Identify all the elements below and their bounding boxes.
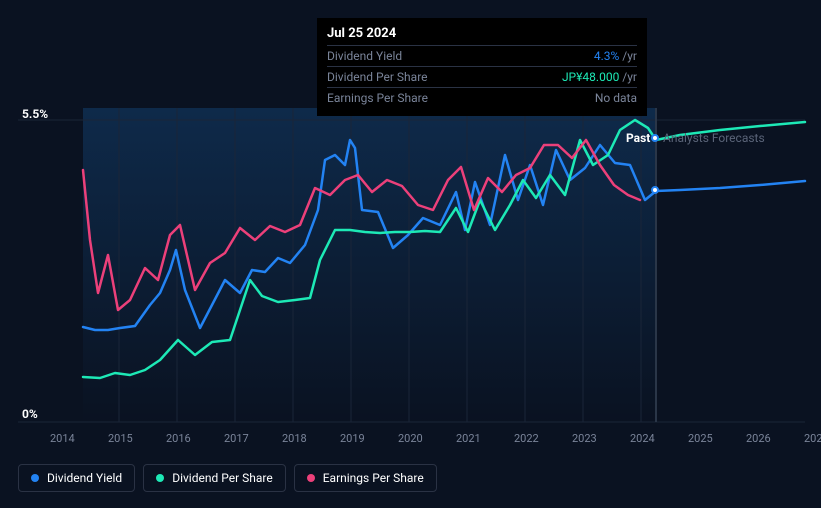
legend-label: Dividend Yield: [47, 471, 122, 485]
past-label: Past: [626, 131, 650, 145]
tooltip-row: Earnings Per ShareNo data: [327, 87, 637, 108]
x-label: 2018: [282, 432, 307, 445]
tooltip-date: Jul 25 2024: [327, 26, 637, 45]
legend-dot-icon: [31, 474, 39, 482]
x-label: 2014: [50, 432, 75, 445]
x-label: 2015: [108, 432, 133, 445]
chart-legend: Dividend Yield Dividend Per Share Earnings…: [18, 464, 437, 492]
x-label: 2025: [688, 432, 713, 445]
x-label: 2023: [572, 432, 597, 445]
x-label: 2020: [398, 432, 423, 445]
x-label: 2017: [224, 432, 249, 445]
chart-tooltip: Jul 25 2024 Dividend Yield4.3% /yrDivide…: [317, 18, 647, 116]
x-label: 2022: [514, 432, 539, 445]
forecast-dot-icon: [651, 134, 659, 142]
x-label: 2021: [456, 432, 481, 445]
y-axis-max: 5.5%: [22, 107, 48, 121]
x-label: 2024: [630, 432, 655, 445]
legend-item[interactable]: Earnings Per Share: [294, 464, 437, 492]
legend-item[interactable]: Dividend Per Share: [143, 464, 286, 492]
x-label: 2016: [166, 432, 191, 445]
legend-item[interactable]: Dividend Yield: [18, 464, 135, 492]
legend-dot-icon: [156, 474, 164, 482]
legend-label: Dividend Per Share: [172, 471, 273, 485]
current-marker-icon: [651, 186, 659, 194]
legend-label: Earnings Per Share: [323, 471, 424, 485]
forecast-label: Analysts Forecasts: [663, 131, 765, 145]
x-label: 2019: [340, 432, 365, 445]
x-label: 2027: [804, 432, 821, 445]
tooltip-row: Dividend Per ShareJP¥48.000 /yr: [327, 66, 637, 87]
legend-dot-icon: [307, 474, 315, 482]
x-label: 2026: [746, 432, 771, 445]
y-axis-min: 0%: [22, 407, 38, 421]
tooltip-row: Dividend Yield4.3% /yr: [327, 45, 637, 66]
